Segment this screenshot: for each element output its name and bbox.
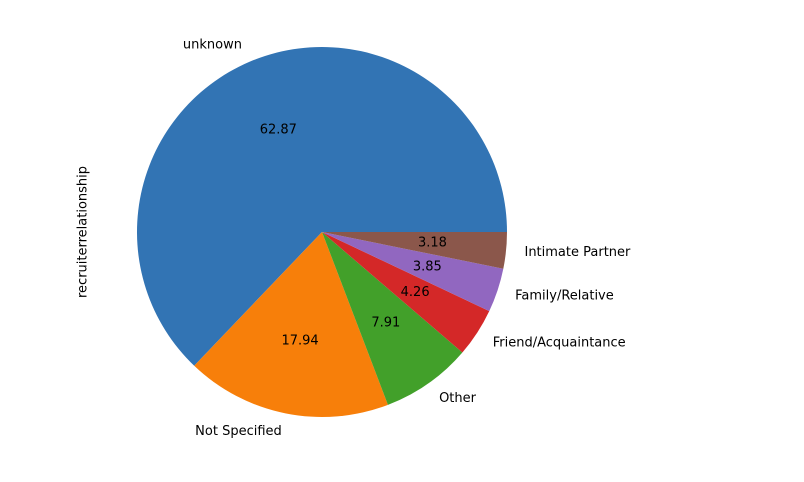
slice-value-label: 17.94 [281, 333, 318, 348]
pie-slice-friend-acquaintance [322, 232, 490, 353]
slice-value-label: 3.85 [413, 259, 442, 274]
y-axis-label: recruiterrelationship [76, 166, 91, 298]
slice-label: Other [439, 391, 477, 406]
slice-label: Family/Relative [515, 289, 614, 304]
slice-value-label: 4.26 [401, 285, 430, 300]
value-labels-layer: 62.87 17.94 7.914.26 3.85 3.18 [260, 122, 447, 348]
slice-value-label: 7.91 [371, 315, 400, 330]
slices-layer [137, 46, 508, 417]
pie-slice-family-relative [322, 232, 504, 312]
slice-label: Friend/Acquaintance [493, 335, 626, 350]
pie-slice-unknown [137, 46, 508, 366]
slice-label: Not Specified [195, 424, 282, 439]
slice-labels-layer: unknown Not Specified Other Friend/Acquaint… [183, 37, 631, 439]
slice-value-label: 62.87 [260, 122, 297, 137]
pie-slice-intimate-partner [322, 232, 507, 269]
pie-slice-not-specified [194, 232, 388, 417]
slice-value-label: 3.18 [418, 236, 447, 251]
slice-label: Intimate Partner [524, 245, 631, 260]
pie-slice-other [322, 232, 463, 405]
slice-label: unknown [183, 37, 242, 52]
